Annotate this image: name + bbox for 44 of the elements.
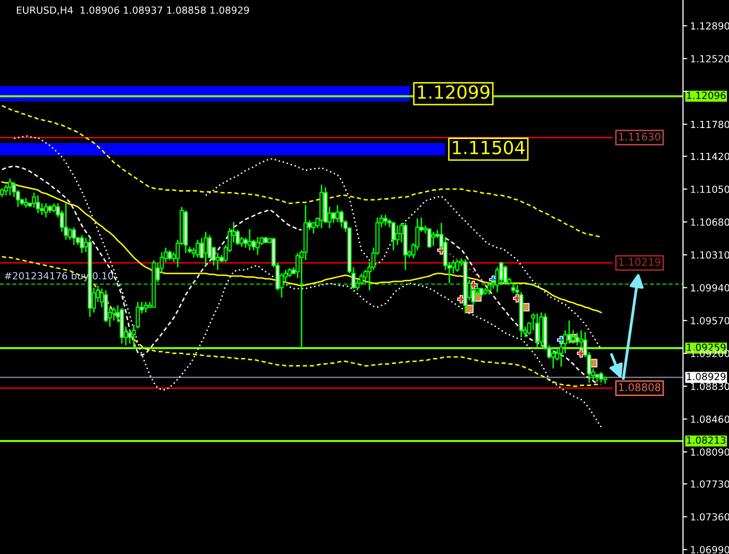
ref-line-label: 1.08213 xyxy=(687,436,726,444)
candlestick xyxy=(511,282,516,294)
ref-line-label: 1.08808 xyxy=(619,383,660,392)
candlestick xyxy=(72,226,76,246)
candlestick xyxy=(36,194,40,214)
candlestick xyxy=(256,236,260,256)
candlestick xyxy=(551,349,556,370)
band-label: 1.11504 xyxy=(452,140,525,154)
candlestick xyxy=(80,234,84,254)
candlestick xyxy=(311,221,316,234)
candlestick xyxy=(168,250,172,261)
candlestick xyxy=(144,301,148,314)
ref-line-label: 1.12096 xyxy=(687,92,726,100)
line-series xyxy=(1,104,602,238)
line-series xyxy=(1,256,602,387)
candlestick xyxy=(479,286,484,298)
candlestick xyxy=(24,197,28,208)
candlestick xyxy=(8,178,12,196)
candlestick xyxy=(248,228,252,252)
candlestick xyxy=(503,264,508,286)
candlestick xyxy=(196,239,200,258)
candlestick xyxy=(335,204,340,223)
line-series xyxy=(1,181,602,314)
candlestick xyxy=(64,202,68,240)
candlestick xyxy=(455,259,460,272)
text: EURUSD,H4 1.08906 1.08937 1.08858 1.08929 xyxy=(16,6,249,15)
candlestick xyxy=(204,231,208,266)
ref-line-label: 1.08929 xyxy=(687,372,726,380)
candlestick xyxy=(535,312,540,348)
candlestick xyxy=(431,231,436,247)
ref-line-label: 1.10219 xyxy=(619,258,660,266)
candlestick xyxy=(571,330,576,344)
candlestick xyxy=(487,282,492,296)
candlestick xyxy=(395,224,400,246)
candlestick xyxy=(599,371,604,384)
candlestick xyxy=(383,214,388,226)
ref-line-label: 1.09259 xyxy=(687,344,726,351)
candlestick xyxy=(391,221,396,252)
candlestick xyxy=(331,211,336,224)
candlestick xyxy=(44,202,48,218)
ref-line-label: 1.11630 xyxy=(619,132,660,141)
line-series xyxy=(205,158,602,350)
band-label: 1.12099 xyxy=(418,85,490,99)
candlestick xyxy=(427,227,432,248)
